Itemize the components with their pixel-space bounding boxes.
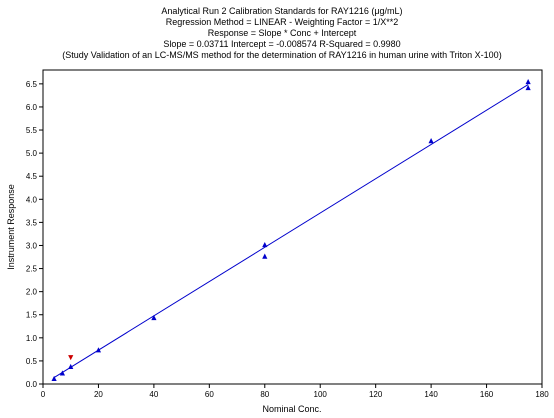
x-tick-label: 160 xyxy=(480,390,494,399)
x-tick-label: 120 xyxy=(369,390,383,399)
data-point xyxy=(95,347,102,353)
data-point xyxy=(151,314,157,321)
y-tick-label: 6.0 xyxy=(26,103,38,112)
x-tick-label: 60 xyxy=(205,390,214,399)
chart-title: Analytical Run 2 Calibration Standards f… xyxy=(62,6,501,60)
data-point xyxy=(68,363,74,370)
x-axis: 0 20 40 60 80 100 120 140 160 180 xyxy=(41,384,549,399)
title-line-3: Response = Slope * Conc + Intercept xyxy=(208,28,357,38)
y-tick-label: 1.0 xyxy=(26,334,38,343)
regression-line-group xyxy=(53,84,529,378)
x-tick-label: 40 xyxy=(149,390,158,399)
title-line-5: (Study Validation of an LC-MS/MS method … xyxy=(62,50,501,60)
x-tick-label: 20 xyxy=(94,390,103,399)
regression-line xyxy=(53,84,529,378)
y-tick-label: 6.5 xyxy=(26,80,38,89)
data-point xyxy=(525,78,531,85)
data-point xyxy=(51,375,57,382)
y-tick-label: 0.5 xyxy=(26,357,38,366)
y-tick-label: 0.0 xyxy=(26,380,38,389)
y-tick-label: 4.5 xyxy=(26,172,38,181)
title-line-2: Regression Method = LINEAR - Weighting F… xyxy=(166,17,398,27)
data-point xyxy=(59,370,66,376)
x-axis-label: Nominal Conc. xyxy=(262,404,321,414)
x-tick-label: 100 xyxy=(314,390,328,399)
y-tick-label: 3.0 xyxy=(26,241,38,250)
outlier-point xyxy=(68,355,74,361)
y-tick-label: 5.0 xyxy=(26,149,38,158)
y-tick-label: 1.5 xyxy=(26,311,38,320)
y-axis: 0.0 0.5 1.0 1.5 2.0 2.5 3.0 3.5 4.0 4.5 5.0 5.5 6.0 6… xyxy=(26,80,43,389)
y-tick-label: 2.0 xyxy=(26,288,38,297)
y-tick-label: 2.5 xyxy=(26,265,38,274)
x-tick-label: 180 xyxy=(535,390,549,399)
x-tick-label: 140 xyxy=(424,390,438,399)
x-tick-label: 80 xyxy=(260,390,269,399)
data-point xyxy=(525,84,531,91)
y-tick-label: 5.5 xyxy=(26,126,38,135)
data-points xyxy=(51,78,531,382)
x-tick-label: 0 xyxy=(41,390,46,399)
y-axis-label: Instrument Response xyxy=(6,184,16,270)
y-tick-label: 4.0 xyxy=(26,195,38,204)
title-line-1: Analytical Run 2 Calibration Standards f… xyxy=(161,6,402,16)
data-point xyxy=(428,138,434,144)
plot-area xyxy=(42,69,543,385)
data-point xyxy=(262,253,268,259)
title-line-4: Slope = 0.03711 Intercept = -0.008574 R-… xyxy=(163,39,400,49)
y-tick-label: 3.5 xyxy=(26,218,38,227)
data-point xyxy=(262,241,268,248)
